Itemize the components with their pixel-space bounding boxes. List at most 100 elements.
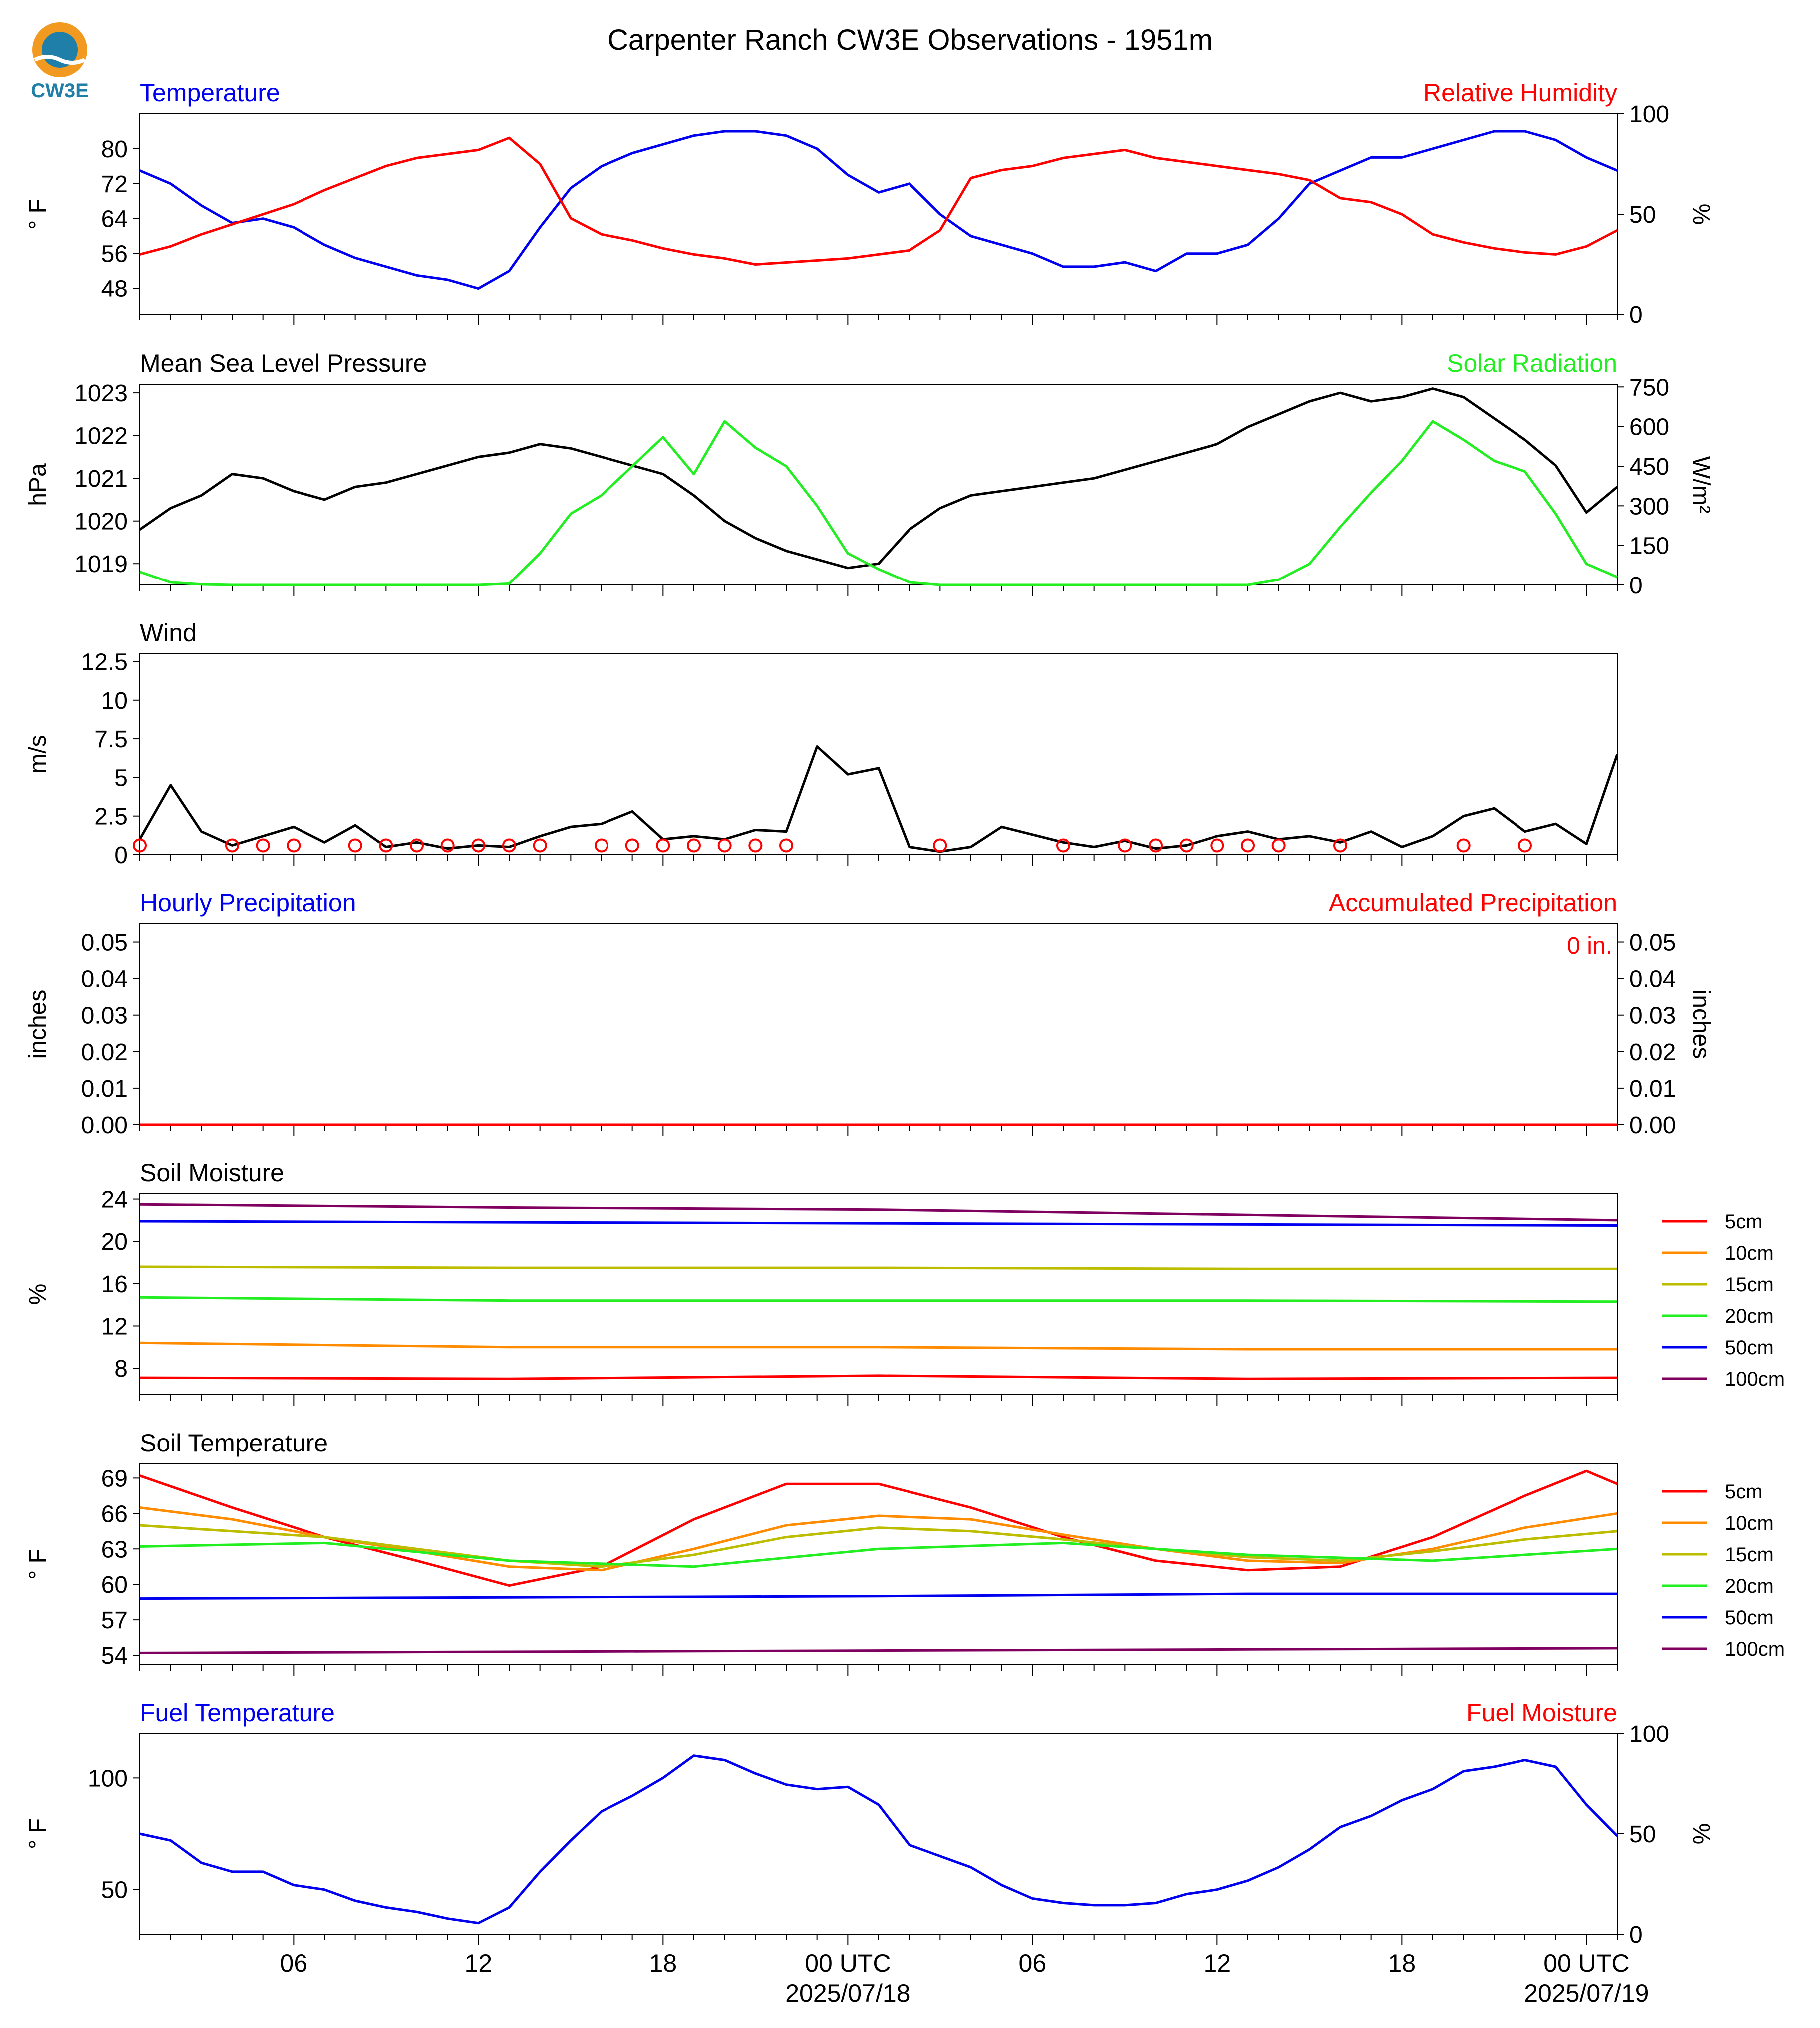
series-soil_moisture-1 — [139, 1341, 1617, 1351]
wind-calm-marker — [933, 838, 947, 853]
y-tick-label-right: 450 — [1629, 454, 1669, 480]
series-soil_moisture-4 — [139, 1220, 1618, 1227]
x-tick-label: 06 — [1019, 1949, 1047, 1977]
legend-label: 15cm — [1725, 1544, 1774, 1566]
x-tick-label: 18 — [1388, 1949, 1416, 1977]
wind-calm-marker — [1149, 838, 1163, 853]
panel-precipitation: Hourly Precipitation Accumulated Precipit… — [25, 889, 1714, 1139]
series-fuel-0 — [139, 1754, 1618, 1925]
y-tick-label-left: 0.05 — [81, 930, 128, 956]
wind-calm-marker — [1056, 838, 1070, 853]
panel-title-right: Solar Radiation — [1447, 349, 1617, 377]
panel-wind: Wind 0 2.5 5 7.5 10 12.5 m/s — [25, 619, 1619, 869]
y-tick-label-right: 300 — [1629, 493, 1669, 520]
y-tick-label-left: 0 — [114, 842, 128, 869]
logo-wave-icon — [34, 55, 86, 65]
y-tick-label-left: 50 — [101, 1877, 128, 1904]
y-tick-label-right: 0.03 — [1629, 1003, 1676, 1029]
wind-calm-marker — [1518, 838, 1532, 853]
plot-frame — [139, 1463, 1618, 1665]
y-tick-label-left: 80 — [101, 136, 128, 163]
y-tick-label-left: 12 — [101, 1313, 128, 1340]
y-axis-label-right: W/m² — [1688, 456, 1714, 514]
x-tick-label: 00 UTC — [805, 1949, 891, 1977]
plot-frame — [139, 653, 1618, 855]
y-tick-label-left: 1019 — [74, 551, 128, 578]
y-tick-label-right: 50 — [1629, 202, 1656, 228]
series-soil_moisture-2 — [139, 1265, 1617, 1270]
y-tick-label-left: 20 — [101, 1229, 128, 1255]
y-tick-label-left: 0.02 — [81, 1039, 128, 1066]
y-tick-label-left: 12.5 — [81, 649, 128, 675]
wind-calm-marker — [471, 838, 486, 853]
y-tick-label-left: 69 — [101, 1465, 128, 1492]
accumulated-total-label: 0 in. — [1567, 933, 1612, 959]
page-title: Carpenter Ranch CW3E Observations - 1951… — [607, 24, 1213, 56]
wind-calm-marker — [748, 838, 763, 853]
y-tick-label-left: 16 — [101, 1271, 128, 1298]
panel-title-right: Fuel Moisture — [1466, 1699, 1617, 1727]
panel-title-left: Soil Moisture — [140, 1159, 284, 1187]
y-tick-label-left: 7.5 — [94, 726, 128, 753]
wind-calm-marker — [1241, 838, 1255, 853]
y-tick-label-left: 10 — [101, 688, 128, 714]
wind-calm-marker — [625, 838, 639, 853]
wind-calm-marker — [502, 838, 516, 853]
panel-title-left: Mean Sea Level Pressure — [140, 349, 427, 377]
panel-soil_temperature: Soil Temperature 54 57 60 63 66 69 ° F 5cm 10cm 15… — [25, 1429, 1785, 1676]
series-pressure-1 — [139, 420, 1618, 586]
wind-calm-marker — [533, 838, 547, 853]
y-tick-label-left: 0.03 — [81, 1003, 128, 1029]
y-tick-label-left: 64 — [101, 206, 128, 233]
y-tick-label-left: 63 — [101, 1536, 128, 1563]
y-axis-label-left: hPa — [25, 463, 51, 506]
y-tick-label-right: 0 — [1629, 302, 1643, 328]
x-tick-label: 18 — [649, 1949, 677, 1977]
legend-label: 10cm — [1725, 1242, 1774, 1264]
y-tick-label-left: 56 — [101, 241, 128, 268]
y-tick-label-left: 0.00 — [81, 1112, 128, 1139]
y-tick-label-left: 66 — [101, 1501, 128, 1527]
x-tick-label: 06 — [280, 1949, 308, 1977]
wind-calm-marker — [287, 838, 301, 853]
y-tick-label-right: 0 — [1629, 573, 1643, 599]
y-tick-label-right: 100 — [1629, 101, 1669, 128]
series-soil_moisture-3 — [139, 1296, 1618, 1303]
legend-label: 5cm — [1725, 1211, 1763, 1233]
wind-calm-marker — [595, 838, 608, 853]
wind-calm-marker — [1271, 838, 1286, 853]
y-axis-label-left: ° F — [25, 1818, 51, 1849]
series-soil_moisture-0 — [139, 1374, 1618, 1380]
panel-temperature: Temperature Relative Humidity 48 56 64 72 80 ° … — [25, 79, 1714, 328]
y-tick-label-left: 1021 — [74, 466, 128, 492]
y-tick-label-right: 0.02 — [1629, 1039, 1676, 1066]
x-tick-label: 00 UTC — [1543, 1949, 1629, 1977]
series-pressure-0 — [139, 387, 1618, 570]
panel-title-left: Wind — [140, 619, 197, 647]
y-tick-label-left: 5 — [114, 765, 128, 791]
x-date-label: 2025/07/18 — [785, 1979, 910, 2007]
y-tick-label-right: 600 — [1629, 414, 1669, 441]
panel-soil_moisture: Soil Moisture 8 12 16 20 24% 5cm 10cm 15cm 20cm 50… — [25, 1159, 1785, 1406]
x-tick-label: 12 — [1204, 1949, 1231, 1977]
wind-calm-marker — [687, 838, 701, 853]
y-tick-label-right: 0.05 — [1629, 930, 1676, 956]
y-tick-label-left: 54 — [101, 1643, 128, 1669]
legend-label: 20cm — [1725, 1305, 1774, 1327]
y-axis-label-right: inches — [1688, 990, 1714, 1059]
y-tick-label-left: 8 — [114, 1356, 128, 1382]
y-tick-label-left: 100 — [88, 1765, 128, 1792]
legend-label: 50cm — [1725, 1607, 1774, 1629]
panel-title-right: Relative Humidity — [1423, 79, 1617, 107]
legend-label: 5cm — [1725, 1481, 1763, 1503]
y-tick-label-right: 0.00 — [1629, 1112, 1676, 1139]
wind-calm-marker — [1210, 838, 1224, 853]
y-axis-label-left: inches — [25, 990, 51, 1059]
wind-calm-marker — [440, 838, 455, 853]
x-date-label: 2025/07/19 — [1524, 1979, 1649, 2007]
series-temperature-1 — [139, 136, 1618, 266]
legend-label: 100cm — [1725, 1638, 1785, 1660]
panel-title-right: Accumulated Precipitation — [1329, 889, 1617, 917]
y-tick-label-right: 0.04 — [1629, 966, 1676, 993]
